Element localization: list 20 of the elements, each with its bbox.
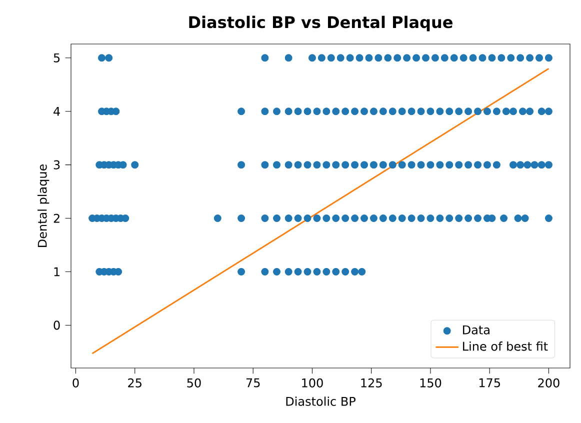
- x-tick-label: 75: [246, 378, 260, 388]
- x-tick-label: 100: [302, 378, 323, 388]
- x-tick-label: 125: [361, 378, 382, 388]
- x-tick-label: 150: [420, 378, 442, 388]
- x-axis-title: Diastolic BP: [286, 396, 356, 406]
- legend-label: Line of best fit: [463, 342, 548, 351]
- y-tick-label: 1: [54, 267, 60, 276]
- x-tick-label: 0: [72, 378, 79, 388]
- y-tick-label: 2: [54, 214, 60, 223]
- x-tick-label: 175: [479, 378, 500, 388]
- chart-title: Diastolic BP vs Dental Plaque: [189, 16, 452, 32]
- x-tick-label: 25: [128, 378, 142, 388]
- y-axis-title: Dental plaque: [38, 164, 50, 247]
- x-tick-label: 50: [187, 378, 201, 388]
- y-tick-label: 3: [54, 160, 60, 170]
- legend-label: Data: [463, 325, 490, 334]
- y-tick-label: 4: [54, 106, 60, 116]
- y-tick-label: 0: [54, 320, 60, 330]
- x-tick-label: 200: [538, 378, 560, 388]
- y-tick-label: 5: [54, 53, 60, 62]
